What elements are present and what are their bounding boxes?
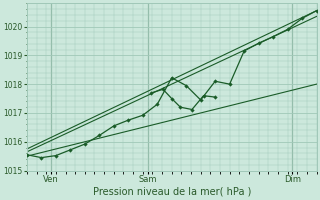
X-axis label: Pression niveau de la mer( hPa ): Pression niveau de la mer( hPa ) (92, 187, 251, 197)
